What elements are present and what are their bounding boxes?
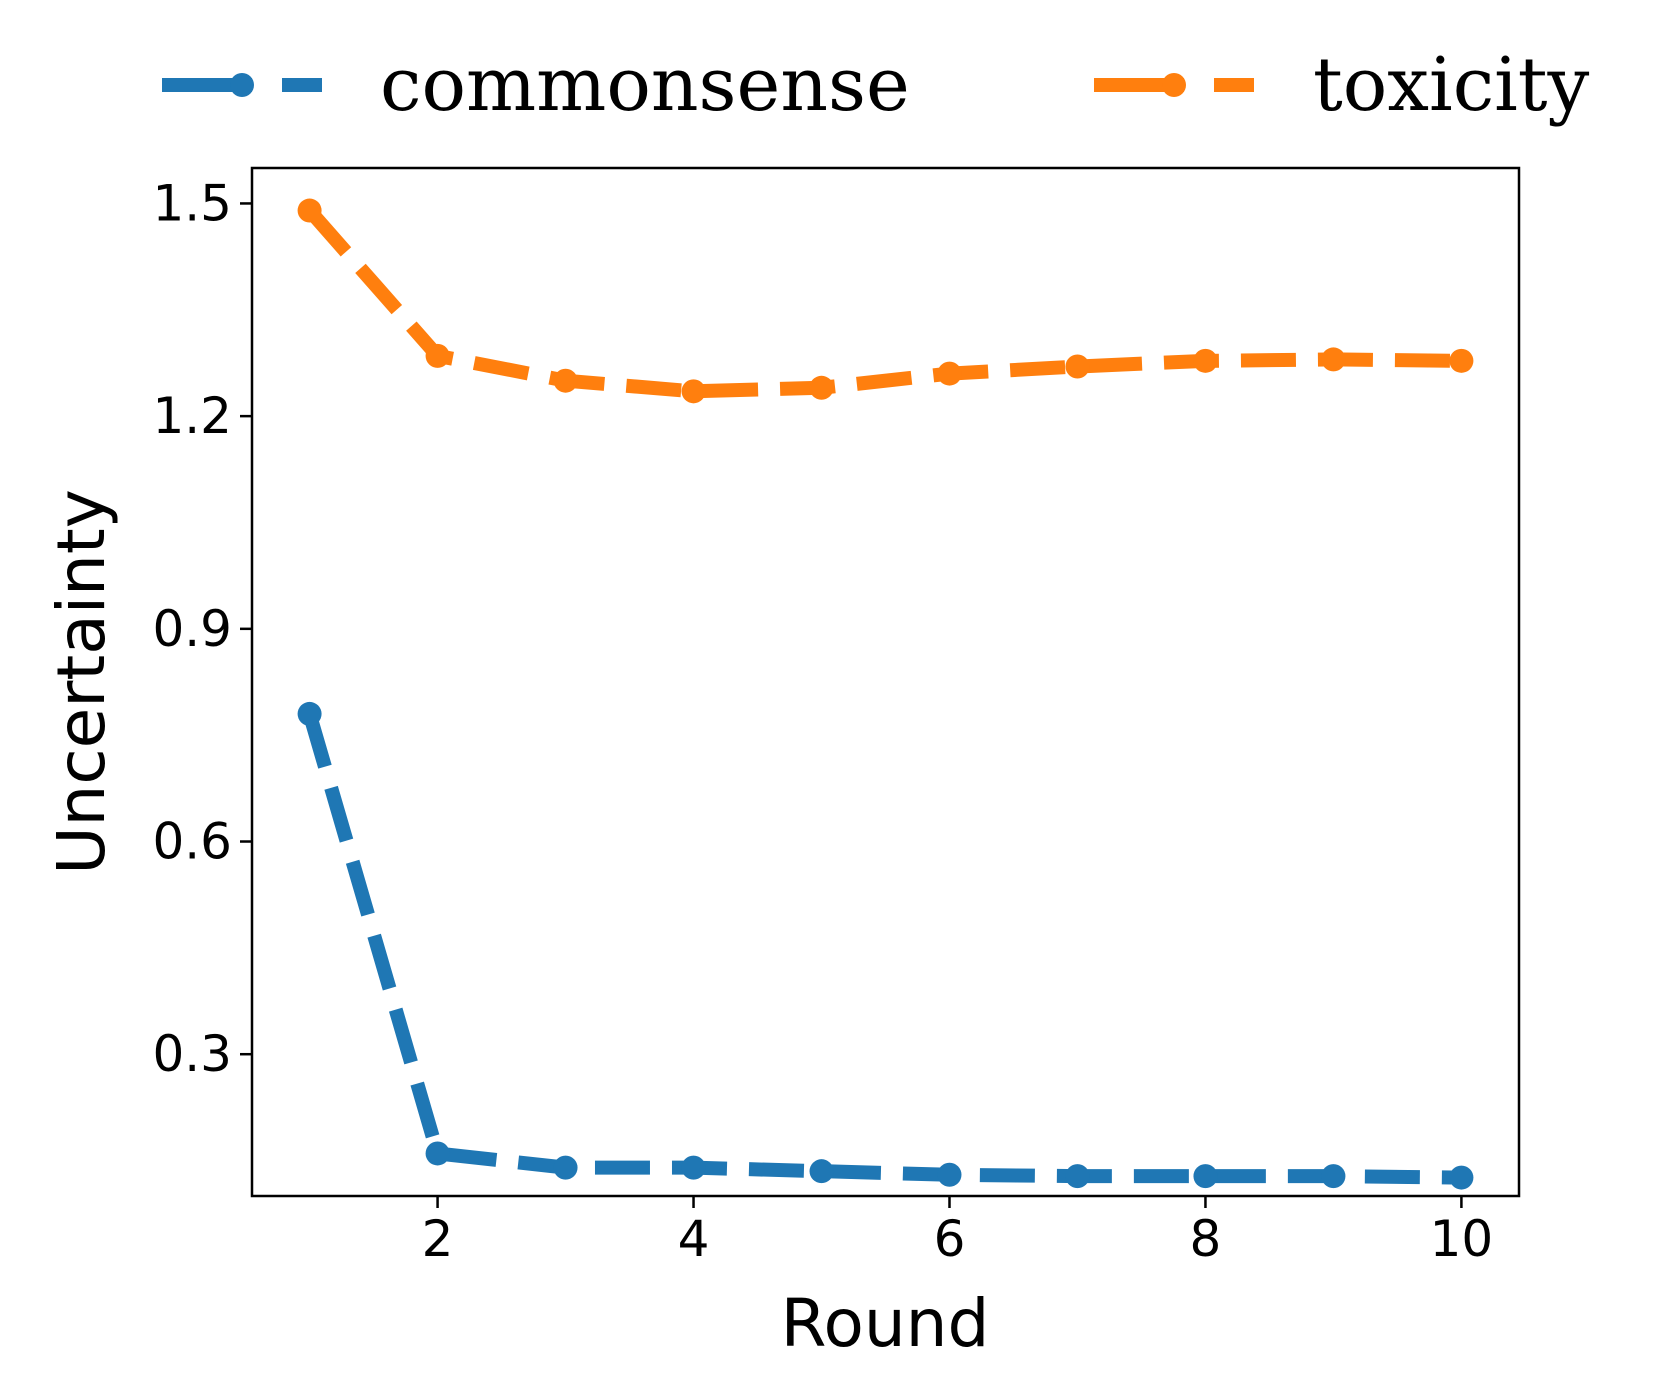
data-point-toxicity bbox=[937, 361, 962, 386]
y-tick-label: 0.9 bbox=[152, 600, 232, 658]
data-point-commonsense bbox=[809, 1159, 834, 1184]
y-tick-label: 1.2 bbox=[152, 387, 232, 445]
data-point-commonsense bbox=[1449, 1165, 1474, 1190]
legend-item-commonsense: commonsense bbox=[162, 42, 910, 128]
x-tick-label: 4 bbox=[678, 1210, 710, 1268]
series-line-commonsense bbox=[302, 711, 1462, 1185]
data-point-toxicity bbox=[297, 198, 322, 223]
x-tick-label: 2 bbox=[422, 1210, 454, 1268]
y-axis: 0.3 0.6 0.9 1.2 1.5 bbox=[152, 174, 252, 1083]
data-point-toxicity bbox=[1065, 354, 1090, 379]
x-axis: 2 4 6 8 10 bbox=[422, 1196, 1494, 1268]
legend-label-toxicity: toxicity bbox=[1313, 42, 1590, 128]
legend: commonsense toxicity bbox=[162, 42, 1590, 128]
x-tick-label: 6 bbox=[934, 1210, 966, 1268]
data-point-commonsense bbox=[297, 701, 322, 726]
x-tick-label: 8 bbox=[1190, 1210, 1222, 1268]
legend-marker bbox=[230, 73, 254, 97]
y-tick-label: 0.6 bbox=[152, 813, 232, 871]
data-point-toxicity bbox=[1193, 348, 1218, 373]
data-point-toxicity bbox=[809, 375, 834, 400]
legend-swatch-toxicity bbox=[1094, 73, 1254, 97]
data-point-toxicity bbox=[681, 379, 706, 404]
data-point-commonsense bbox=[1193, 1164, 1218, 1189]
x-axis-label: Round bbox=[781, 1285, 990, 1362]
series-line-toxicity bbox=[304, 205, 1462, 399]
data-point-toxicity bbox=[1321, 347, 1346, 372]
y-tick-label: 0.3 bbox=[152, 1025, 232, 1083]
data-point-toxicity bbox=[425, 343, 450, 368]
data-point-toxicity bbox=[1449, 348, 1474, 373]
series-commonsense bbox=[297, 701, 1474, 1190]
legend-item-toxicity: toxicity bbox=[1094, 42, 1590, 128]
data-point-commonsense bbox=[425, 1141, 450, 1166]
legend-swatch-commonsense bbox=[162, 73, 322, 97]
legend-label-commonsense: commonsense bbox=[380, 42, 910, 128]
data-point-toxicity bbox=[553, 368, 578, 393]
series-layer bbox=[297, 198, 1474, 1190]
plot-frame bbox=[250, 166, 1521, 1198]
data-point-commonsense bbox=[1065, 1164, 1090, 1189]
data-point-commonsense bbox=[681, 1155, 706, 1180]
data-point-commonsense bbox=[937, 1162, 962, 1187]
series-toxicity bbox=[297, 198, 1474, 404]
x-tick-label: 10 bbox=[1430, 1210, 1494, 1268]
data-point-commonsense bbox=[553, 1155, 578, 1180]
legend-marker bbox=[1162, 73, 1186, 97]
y-tick-label: 1.5 bbox=[152, 174, 232, 232]
data-point-commonsense bbox=[1321, 1164, 1346, 1189]
y-axis-label: Uncertainty bbox=[43, 489, 120, 875]
